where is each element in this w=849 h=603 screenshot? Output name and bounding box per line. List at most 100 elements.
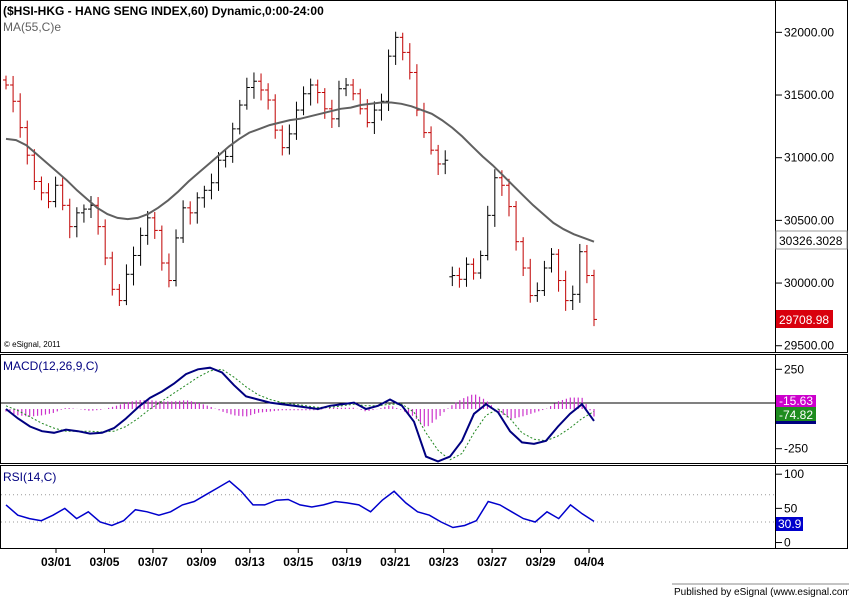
ohlc-bar (59, 177, 66, 211)
ohlc-bar (520, 237, 527, 277)
ohlc-bar (591, 269, 597, 327)
ohlc-bar (10, 75, 17, 113)
ohlc-bar (406, 43, 413, 80)
x-tick-label: 03/15 (283, 555, 313, 569)
rsi-line (5, 480, 595, 529)
ohlc-bar (428, 126, 435, 155)
ohlc-bar (173, 229, 180, 287)
macd-tick-label: 250 (784, 362, 804, 376)
ohlc-bar (265, 83, 272, 110)
ohlc-bar (343, 77, 350, 97)
ohlc-bar (555, 249, 562, 292)
x-tick-label: 03/27 (477, 555, 507, 569)
ohlc-bar (279, 125, 286, 156)
ohlc-bar (307, 78, 314, 106)
x-tick-label: 03/21 (380, 555, 410, 569)
macd-value-badge: -74.82 (776, 407, 816, 424)
macd-panel: 250 -250 MACD(12,26,9,C) -15.63 -74.82 (0, 354, 848, 464)
macd-tick-label: -250 (784, 442, 808, 456)
ohlc-bars (3, 31, 597, 327)
ohlc-bar (95, 197, 102, 235)
ohlc-bar (541, 260, 548, 296)
rsi-axis-frame (775, 465, 848, 549)
x-tick-label: 04/04 (574, 555, 604, 569)
x-tick-label: 03/07 (138, 555, 168, 569)
ohlc-bar (272, 94, 279, 139)
ohlc-bar (569, 285, 576, 311)
ohlc-bar (66, 198, 73, 239)
price-tick-label: 31500.00 (784, 88, 834, 102)
copyright-text: © eSignal, 2011 (4, 340, 61, 349)
price-tick-label: 31000.00 (784, 151, 834, 165)
rsi-tick-label: 100 (784, 467, 804, 481)
ohlc-bar (484, 205, 491, 261)
macd-y-axis: 250 -250 (776, 362, 808, 456)
price-panel: 29500.00 30000.00 30500.00 31000.00 31500.00… (0, 0, 848, 353)
price-y-axis: 29500.00 30000.00 30500.00 31000.00 31500.00… (776, 25, 834, 353)
ohlc-bar (562, 270, 569, 311)
ohlc-bar (300, 86, 307, 116)
ohlc-bar (116, 284, 123, 306)
rsi-panel: 100 50 0 RSI(14,C) 30.9 (0, 465, 848, 550)
ohlc-bar (180, 200, 187, 243)
ohlc-bar (314, 79, 321, 104)
ohlc-bar (194, 192, 201, 224)
macd-value-label: -74.82 (779, 408, 813, 422)
ohlc-bar (158, 225, 165, 271)
macd-legend: MACD(12,26,9,C) (3, 359, 98, 373)
signal-line (5, 368, 595, 461)
rsi-tick-label: 50 (784, 501, 798, 515)
chart-title: ($HSI-HKG - HANG SENG INDEX,60) Dynamic,… (3, 4, 324, 18)
ohlc-bar (31, 149, 38, 190)
last-price-badge: 29708.98 (776, 310, 833, 328)
rsi-legend: RSI(14,C) (3, 470, 56, 484)
ohlc-bar (442, 150, 449, 175)
ohlc-bar (201, 185, 208, 208)
ohlc-bar (477, 250, 484, 279)
ohlc-bar (576, 243, 583, 303)
ohlc-bar (534, 282, 541, 302)
ohlc-bar (399, 32, 406, 61)
x-tick-label: 03/19 (332, 555, 362, 569)
ohlc-bar (250, 72, 257, 99)
ohlc-bar (420, 102, 427, 138)
ohlc-bar (470, 258, 477, 280)
x-tick-label: 03/29 (526, 555, 556, 569)
ohlc-bar (392, 31, 399, 65)
price-tick-label: 30000.00 (784, 276, 834, 290)
ohlc-bar (215, 152, 222, 191)
ohlc-bar (258, 73, 265, 101)
ohlc-bar (236, 99, 243, 135)
ohlc-bar (165, 253, 172, 288)
ohlc-bar (187, 201, 194, 225)
ohlc-bar (130, 246, 137, 286)
signal-value-label: -15.63 (779, 394, 813, 408)
ohlc-bar (102, 219, 109, 266)
macd-histogram (5, 394, 595, 427)
ohlc-bar (73, 207, 80, 238)
ohlc-bar (505, 178, 512, 217)
ohlc-bar (80, 204, 87, 223)
ohlc-bar (137, 227, 144, 266)
x-tick-label: 03/09 (186, 555, 216, 569)
price-tick-label: 32000.00 (784, 25, 834, 39)
signal-value-badge: -15.63 (776, 394, 816, 408)
ohlc-bar (456, 267, 463, 288)
ma-legend: MA(55,C)e (3, 20, 61, 34)
ohlc-bar (350, 78, 357, 101)
ma-value-badge: 30326.3028 (775, 230, 848, 250)
rsi-panel-frame (0, 465, 776, 549)
ma-line (5, 101, 595, 243)
ohlc-bar (293, 101, 300, 140)
ohlc-bar (491, 169, 498, 227)
price-panel-frame (0, 0, 776, 353)
ohlc-bar (583, 244, 590, 284)
rsi-y-axis: 100 50 0 (1, 467, 804, 550)
ohlc-bar (45, 183, 52, 209)
footer-text: Published by eSignal (www.esignal.com) (674, 587, 849, 598)
macd-axis-frame (775, 354, 848, 464)
ohlc-bar (357, 88, 364, 115)
ohlc-bar (109, 251, 116, 296)
